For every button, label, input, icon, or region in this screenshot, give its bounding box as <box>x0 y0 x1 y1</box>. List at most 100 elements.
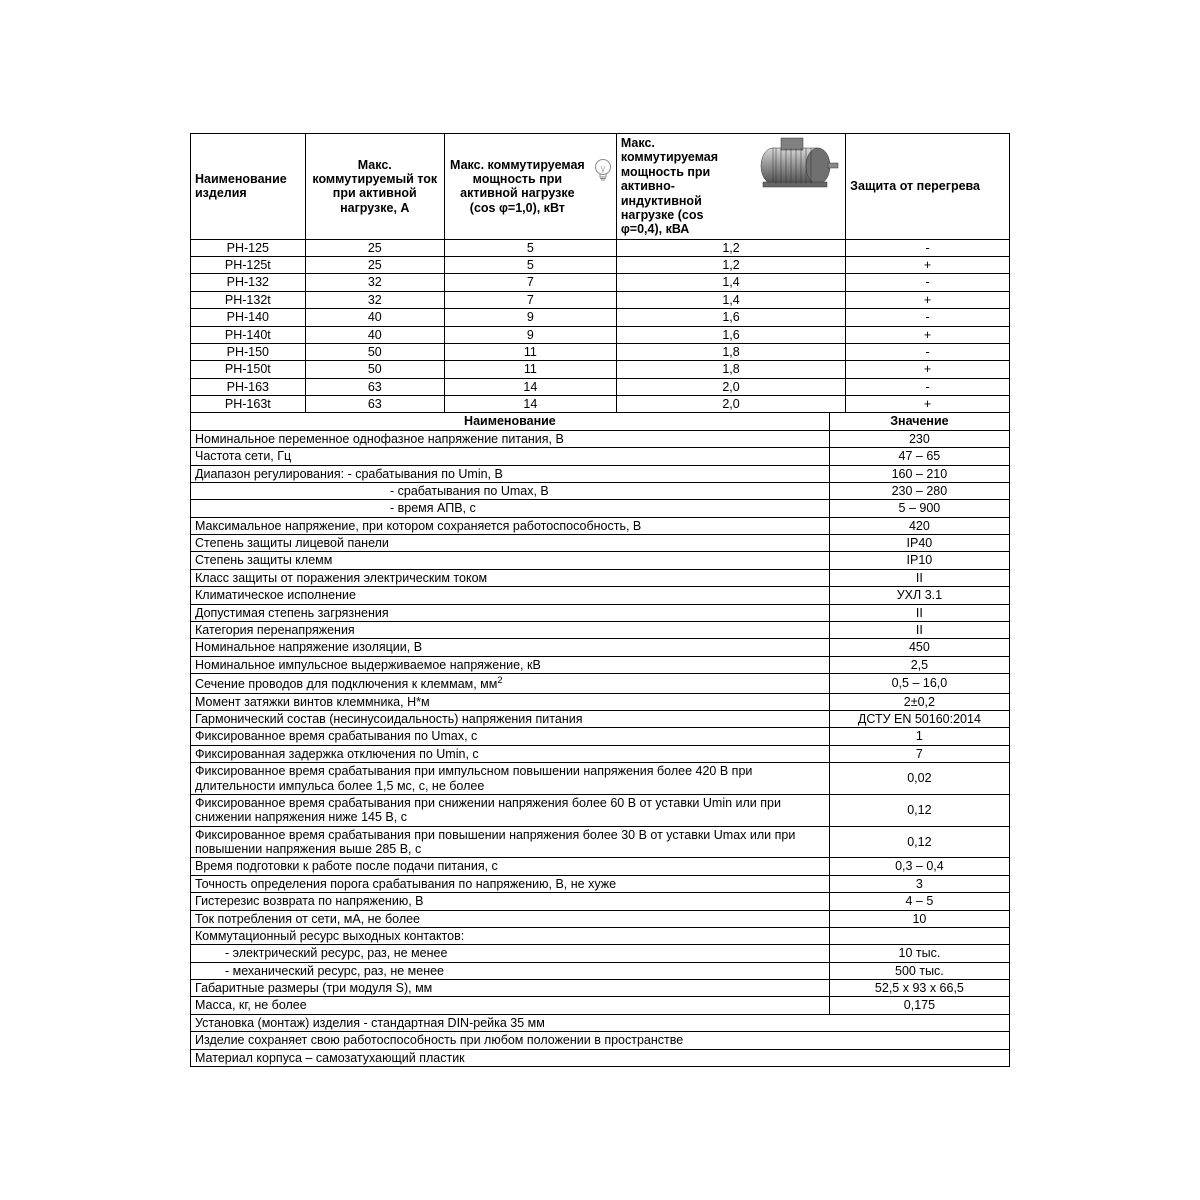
table-row: РН-15050111,8- <box>191 343 1010 360</box>
table-row: Изделие сохраняет свою работоспособность… <box>191 1032 1010 1049</box>
table-cell: + <box>846 396 1010 413</box>
table-row: Категория перенапряженияII <box>191 621 1010 638</box>
table-cell: 2,0 <box>616 378 845 395</box>
table-row: Частота сети, Гц47 – 65 <box>191 448 1010 465</box>
table-cell: 32 <box>305 274 444 291</box>
table-cell: 1,2 <box>616 239 845 256</box>
table-row: РН-1252551,2- <box>191 239 1010 256</box>
table-cell: Сечение проводов для подключения к клемм… <box>191 674 830 694</box>
table-cell: 14 <box>444 396 616 413</box>
table-cell: 11 <box>444 361 616 378</box>
table-cell: 50 <box>305 361 444 378</box>
specs-table-header-row: Наименование Значение <box>191 413 1010 430</box>
table-cell: 1,8 <box>616 361 845 378</box>
table-row: Класс защиты от поражения электрическим … <box>191 569 1010 586</box>
table-row: Материал корпуса – самозатухающий пласти… <box>191 1049 1010 1066</box>
table-cell: 5 <box>444 257 616 274</box>
table-cell: 32 <box>305 291 444 308</box>
table-cell: Максимальное напряжение, при котором сох… <box>191 517 830 534</box>
table-cell: Фиксированное время срабатывания при пов… <box>191 826 830 858</box>
table-cell: 7 <box>829 745 1009 762</box>
table-cell: Гистерезис возврата по напряжению, В <box>191 893 830 910</box>
table-cell: 420 <box>829 517 1009 534</box>
table-cell: 63 <box>305 378 444 395</box>
table-row: Фиксированная задержка отключения по Umi… <box>191 745 1010 762</box>
table-cell: 7 <box>444 274 616 291</box>
table-cell: Изделие сохраняет свою работоспособность… <box>191 1032 1010 1049</box>
table-cell: Степень защиты клемм <box>191 552 830 569</box>
table-row: Максимальное напряжение, при котором сох… <box>191 517 1010 534</box>
table-cell: 230 <box>829 430 1009 447</box>
table-cell: 5 – 900 <box>829 500 1009 517</box>
table-cell: Момент затяжки винтов клеммника, Н*м <box>191 693 830 710</box>
col-overheat-protection: Защита от перегрева <box>846 134 1010 240</box>
table-row: РН-132t3271,4+ <box>191 291 1010 308</box>
products-table-header-row: Наименование изделия Макс. коммутируемый… <box>191 134 1010 240</box>
motor-icon <box>751 136 841 191</box>
table-cell: - электрический ресурс, раз, не менее <box>191 945 830 962</box>
table-cell: 7 <box>444 291 616 308</box>
table-row: - механический ресурс, раз, не менее500 … <box>191 962 1010 979</box>
table-cell: - <box>846 378 1010 395</box>
table-row: Диапазон регулирования: - срабатывания п… <box>191 465 1010 482</box>
table-cell: РН-125 <box>191 239 306 256</box>
table-cell: 63 <box>305 396 444 413</box>
table-cell: 1,4 <box>616 291 845 308</box>
table-cell: РН-163 <box>191 378 306 395</box>
table-cell: IP40 <box>829 535 1009 552</box>
table-row: - электрический ресурс, раз, не менее10 … <box>191 945 1010 962</box>
table-cell: 5 <box>444 239 616 256</box>
table-cell: 230 – 280 <box>829 482 1009 499</box>
table-cell: 0,02 <box>829 763 1009 795</box>
table-cell: + <box>846 326 1010 343</box>
table-cell: II <box>829 569 1009 586</box>
table-cell: - <box>846 309 1010 326</box>
lightbulb-icon <box>594 158 612 184</box>
table-cell: 50 <box>305 343 444 360</box>
table-cell: РН-150t <box>191 361 306 378</box>
table-cell: 1,6 <box>616 326 845 343</box>
table-row: Сечение проводов для подключения к клемм… <box>191 674 1010 694</box>
table-cell: РН-150 <box>191 343 306 360</box>
table-cell: 2,0 <box>616 396 845 413</box>
table-row: Установка (монтаж) изделия - стандартная… <box>191 1014 1010 1031</box>
table-row: Номинальное напряжение изоляции, В450 <box>191 639 1010 656</box>
table-cell: РН-132t <box>191 291 306 308</box>
table-row: Время подготовки к работе после подачи п… <box>191 858 1010 875</box>
table-row: Точность определения порога срабатывания… <box>191 875 1010 892</box>
table-cell: РН-125t <box>191 257 306 274</box>
table-cell: Габаритные размеры (три модуля S), мм <box>191 980 830 997</box>
table-cell: 25 <box>305 257 444 274</box>
specs-table: Наименование Значение Номинальное переме… <box>190 412 1010 1066</box>
table-cell: + <box>846 361 1010 378</box>
table-row: РН-1323271,4- <box>191 274 1010 291</box>
table-row: Гистерезис возврата по напряжению, В4 – … <box>191 893 1010 910</box>
table-cell: 10 тыс. <box>829 945 1009 962</box>
table-cell: Класс защиты от поражения электрическим … <box>191 569 830 586</box>
table-cell: 2,5 <box>829 656 1009 673</box>
table-row: Допустимая степень загрязненияII <box>191 604 1010 621</box>
table-row: Фиксированное время срабатывания при пов… <box>191 826 1010 858</box>
table-cell: 1,2 <box>616 257 845 274</box>
table-row: Номинальное переменное однофазное напряж… <box>191 430 1010 447</box>
table-cell: 9 <box>444 309 616 326</box>
table-cell: II <box>829 604 1009 621</box>
table-cell: 500 тыс. <box>829 962 1009 979</box>
table-cell: 4 – 5 <box>829 893 1009 910</box>
table-cell: Номинальное напряжение изоляции, В <box>191 639 830 656</box>
table-cell: Фиксированное время срабатывания при имп… <box>191 763 830 795</box>
table-cell: Степень защиты лицевой панели <box>191 535 830 552</box>
table-cell: РН-140t <box>191 326 306 343</box>
table-row: Момент затяжки винтов клеммника, Н*м2±0,… <box>191 693 1010 710</box>
table-row: РН-16363142,0- <box>191 378 1010 395</box>
table-row: РН-150t50111,8+ <box>191 361 1010 378</box>
table-cell: 40 <box>305 326 444 343</box>
table-cell: Фиксированное время срабатывания при сни… <box>191 794 830 826</box>
table-cell: 1,8 <box>616 343 845 360</box>
table-cell: Коммутационный ресурс выходных контактов… <box>191 927 830 944</box>
table-row: РН-1404091,6- <box>191 309 1010 326</box>
table-row: - срабатывания по Umax, В230 – 280 <box>191 482 1010 499</box>
table-cell: 0,12 <box>829 794 1009 826</box>
table-cell: Ток потребления от сети, мА, не более <box>191 910 830 927</box>
table-cell: Фиксированное время срабатывания по Umax… <box>191 728 830 745</box>
